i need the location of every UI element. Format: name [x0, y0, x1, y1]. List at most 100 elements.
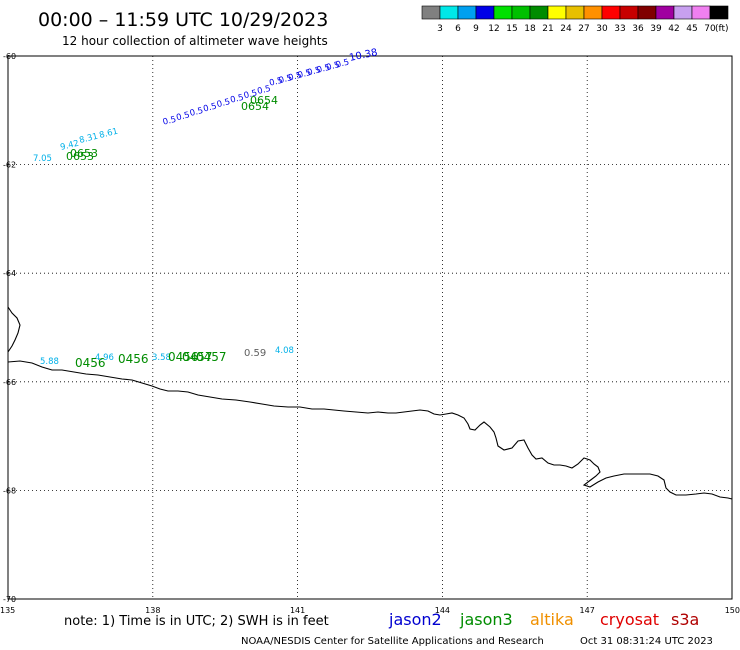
legend-label: 3	[437, 24, 443, 34]
track-label: 0654	[250, 94, 278, 107]
track-label: 0.5	[216, 97, 232, 110]
track-label: 0.5	[229, 93, 245, 106]
legend-label: 33	[614, 24, 625, 34]
track-label: 10.38	[348, 47, 378, 64]
lat-lon-grid	[8, 56, 732, 599]
track-label: 9.42	[59, 139, 80, 153]
track-label: 0654	[241, 100, 269, 113]
footer-credit: NOAA/NESDIS Center for Satellite Applica…	[241, 636, 544, 647]
latitude-label: -64	[3, 269, 16, 278]
track-label: 0653	[70, 147, 98, 160]
track-label: 0457	[182, 350, 213, 364]
track-label: 0.5	[297, 68, 313, 81]
track-label: 8.31	[78, 132, 99, 146]
longitude-labels: 135 138 141 144 147 150	[0, 606, 740, 615]
longitude-label: 138	[145, 606, 160, 615]
legend-swatch	[709, 5, 729, 20]
legend-swatch	[655, 5, 675, 20]
longitude-label: 135	[0, 606, 15, 615]
track-label: 0.5	[189, 106, 205, 119]
legend-swatch	[619, 5, 639, 20]
track-label: 4.08	[275, 346, 294, 356]
legend-swatch	[691, 5, 711, 20]
color-legend: 3 6 9 12 15 18 21 24 27 30 33 36 39 42 45 70	[421, 5, 729, 34]
legend-label: 45	[686, 24, 697, 34]
footer-note: note: 1) Time is in UTC; 2) SWH is in fe…	[64, 614, 329, 629]
longitude-label: 144	[435, 606, 450, 615]
map-title: 00:00 – 11:59 UTC 10/29/2023	[38, 9, 328, 31]
latitude-labels: -60 -62 -64 -66 -68 -70	[3, 52, 16, 604]
track-label: 0.59	[244, 348, 266, 359]
track-label: 0.5	[268, 76, 284, 89]
legend-label: 6	[455, 24, 461, 34]
track-label: 0456	[168, 350, 199, 364]
footer-timestamp: Oct 31 08:31:24 UTC 2023	[580, 636, 713, 647]
track-label: 0456	[118, 352, 149, 366]
legend-swatch	[493, 5, 513, 20]
latitude-label: -60	[3, 52, 16, 61]
track-label: 0.5	[202, 102, 218, 115]
latitude-label: -68	[3, 486, 16, 495]
longitude-label: 150	[725, 606, 740, 615]
legend-label: 21	[542, 24, 553, 34]
longitude-label: 147	[580, 606, 595, 615]
mission-altika: altika	[530, 610, 574, 629]
antarctic-coastline	[7, 306, 733, 500]
track-label: 0456	[75, 356, 106, 370]
mission-cryosat: cryosat	[600, 610, 659, 629]
legend-swatch	[547, 5, 567, 20]
longitude-label: 141	[290, 606, 305, 615]
legend-label: 15	[506, 24, 517, 34]
legend-label: 70	[704, 24, 716, 34]
legend-swatch	[601, 5, 621, 20]
legend-label: 27	[578, 24, 589, 34]
legend-swatch	[421, 5, 441, 20]
mission-s3a: s3a	[671, 610, 699, 629]
legend-label: 39	[650, 24, 662, 34]
legend-swatch	[673, 5, 693, 20]
legend-swatch	[439, 5, 459, 20]
track-label: 5.88	[40, 357, 59, 367]
altimeter-tracks: 10.380.50.50.50.50.50.50.50.50.50.50.50.…	[33, 47, 379, 370]
track-label: 3.58	[152, 353, 171, 363]
map-subtitle: 12 hour collection of altimeter wave hei…	[62, 34, 328, 48]
legend-swatch	[475, 5, 495, 20]
track-label: 0.5	[256, 84, 272, 97]
legend-swatch	[565, 5, 585, 20]
track-label: 0.5	[175, 110, 191, 123]
legend-swatch	[529, 5, 549, 20]
mission-jason2: jason2	[388, 610, 442, 629]
legend-unit: (ft)	[715, 24, 729, 34]
legend-swatch	[457, 5, 477, 20]
latitude-label: -66	[3, 378, 16, 387]
mission-jason3: jason3	[459, 610, 513, 629]
map-frame	[7, 55, 733, 600]
legend-label: 24	[560, 24, 572, 34]
latitude-label: -70	[3, 595, 16, 604]
legend-swatch	[637, 5, 657, 20]
track-label: 0.5	[335, 58, 351, 71]
track-label: 0.5	[325, 60, 341, 73]
legend-label: 30	[596, 24, 608, 34]
legend-swatch	[511, 5, 531, 20]
legend-swatch	[583, 5, 603, 20]
legend-label: 36	[632, 24, 644, 34]
track-label: 0.5	[287, 71, 303, 84]
track-label: 0.5	[162, 115, 178, 128]
legend-label: 12	[488, 24, 499, 34]
legend-label: 42	[668, 24, 679, 34]
track-label: 0653	[66, 150, 94, 163]
track-label: 0457	[196, 350, 227, 364]
track-label: 4.96	[95, 353, 114, 363]
track-label: 0.5	[316, 63, 332, 76]
track-label: 0.5	[243, 88, 259, 101]
track-label: 8.61	[98, 127, 119, 141]
track-label: 0.5	[278, 73, 294, 86]
track-label: 7.05	[33, 154, 52, 164]
legend-label: 18	[524, 24, 536, 34]
mission-legend: jason2 jason3 altika cryosat s3a	[388, 610, 699, 629]
track-label: 0.5	[306, 65, 322, 78]
legend-label: 9	[473, 24, 479, 34]
latitude-label: -62	[3, 161, 16, 170]
